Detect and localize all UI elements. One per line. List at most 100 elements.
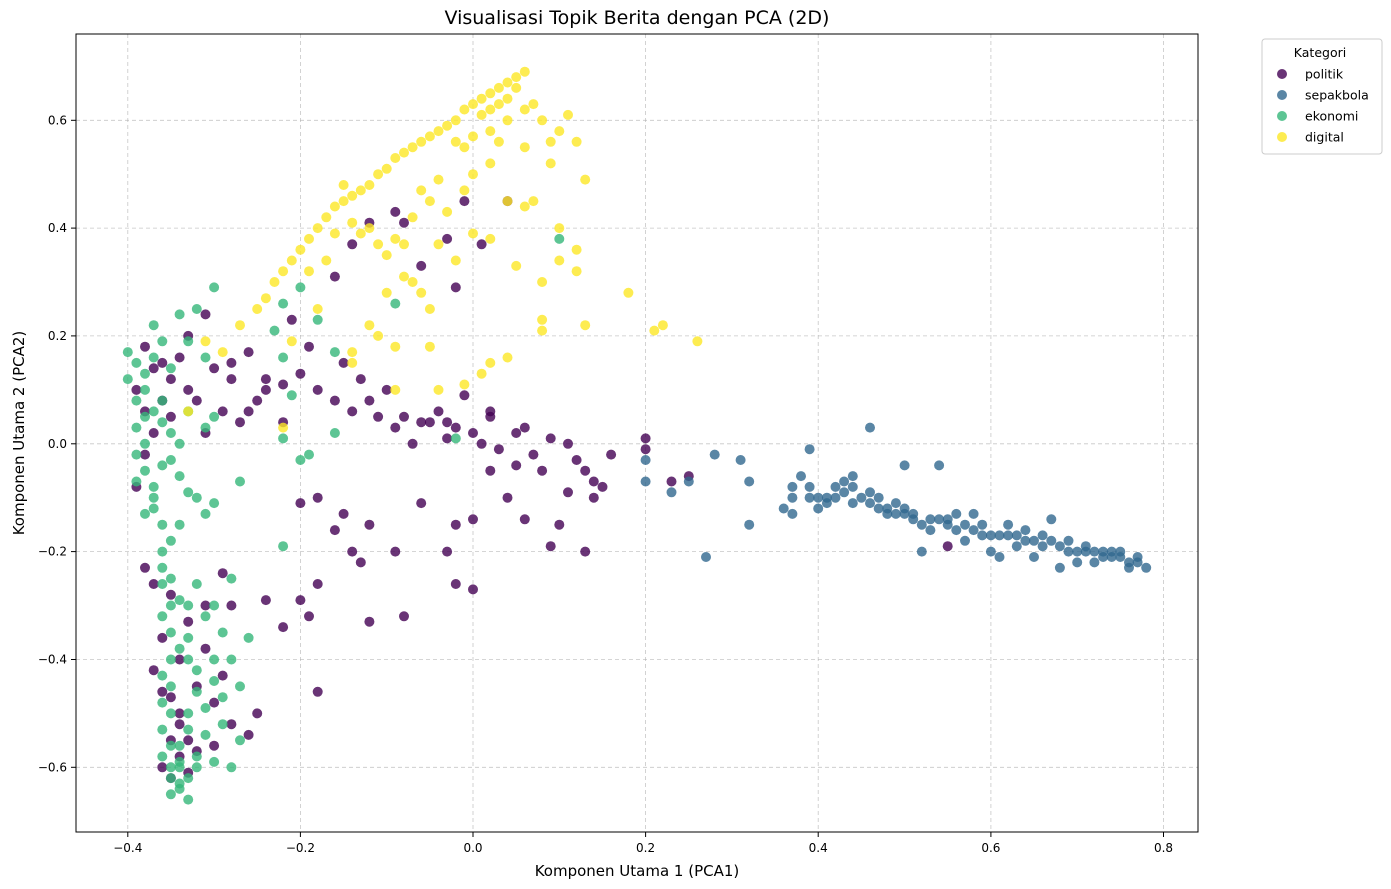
data-point-politik (381, 384, 392, 395)
data-point-sepakbola (977, 530, 988, 541)
data-point-digital (476, 93, 487, 104)
data-point-sepakbola (985, 546, 996, 557)
data-point-sepakbola (925, 525, 936, 536)
data-point-digital (347, 190, 358, 201)
legend-title: Kategori (1294, 45, 1346, 60)
data-point-sepakbola (1132, 552, 1143, 562)
data-point-sepakbola (1089, 546, 1100, 557)
data-point-politik (252, 395, 263, 406)
data-point-ekonomi (191, 665, 202, 676)
data-point-ekonomi (183, 487, 194, 498)
data-point-ekonomi (165, 363, 176, 374)
data-point-ekonomi (191, 751, 202, 762)
data-point-digital (364, 180, 375, 190)
data-point-ekonomi (157, 546, 168, 557)
data-point-sepakbola (683, 476, 694, 487)
data-point-politik (200, 643, 211, 654)
data-point-digital (252, 304, 263, 314)
data-point-digital (390, 233, 401, 244)
data-point-ekonomi (148, 503, 159, 514)
data-point-politik (424, 417, 435, 428)
legend-frame (1261, 38, 1383, 155)
data-point-sepakbola (890, 508, 901, 519)
data-point-ekonomi (165, 654, 176, 665)
data-point-ekonomi (157, 395, 168, 406)
data-point-politik (364, 519, 375, 530)
data-point-digital (580, 174, 591, 185)
data-point-digital (442, 206, 453, 217)
data-point-politik (390, 546, 401, 557)
data-point-digital (373, 169, 384, 180)
data-point-politik (364, 395, 375, 406)
data-point-sepakbola (1020, 525, 1031, 536)
data-point-ekonomi (191, 686, 202, 697)
data-point-politik (217, 670, 228, 681)
data-point-digital (381, 163, 392, 174)
data-point-sepakbola (821, 498, 832, 509)
data-point-politik (545, 433, 556, 444)
data-point-ekonomi (450, 433, 461, 444)
data-point-politik (476, 438, 487, 449)
data-point-politik (511, 428, 522, 438)
data-point-politik (450, 282, 461, 293)
data-point-digital (537, 115, 548, 126)
data-point-digital (493, 99, 504, 110)
data-point-politik (183, 616, 194, 627)
data-point-politik (554, 519, 565, 530)
y-tick-label: 0.4 (48, 221, 67, 235)
data-point-digital (493, 136, 504, 147)
data-point-sepakbola (1124, 562, 1134, 573)
data-point-politik (468, 428, 478, 438)
data-point-politik (165, 589, 176, 600)
data-point-sepakbola (830, 481, 841, 492)
data-point-politik (148, 579, 159, 589)
data-point-ekonomi (312, 314, 323, 325)
data-point-digital (235, 320, 245, 331)
data-point-ekonomi (200, 729, 211, 740)
data-point-sepakbola (934, 514, 945, 525)
data-point-sepakbola (925, 514, 936, 525)
data-point-politik (131, 384, 142, 395)
data-point-sepakbola (899, 460, 910, 471)
data-point-ekonomi (183, 724, 194, 735)
data-point-ekonomi (157, 697, 168, 708)
data-point-digital (304, 233, 314, 244)
data-point-ekonomi (200, 703, 211, 713)
data-point-sepakbola (1003, 519, 1014, 530)
data-point-politik (588, 492, 599, 503)
data-point-politik (191, 395, 202, 406)
data-point-sepakbola (899, 503, 910, 514)
data-point-digital (468, 131, 478, 142)
data-point-digital (390, 341, 401, 352)
series-digital (183, 66, 703, 433)
data-point-politik (312, 492, 323, 503)
data-point-digital (485, 88, 496, 99)
data-point-digital (485, 357, 496, 368)
data-point-politik (174, 719, 185, 730)
data-point-digital (545, 158, 556, 169)
data-point-politik (537, 465, 548, 476)
data-point-sepakbola (1089, 557, 1100, 568)
data-point-politik (165, 411, 176, 422)
data-point-politik (174, 654, 185, 665)
legend-marker-digital (1277, 132, 1287, 142)
y-tick-label: 0.2 (48, 329, 67, 343)
data-point-digital (485, 126, 496, 137)
data-point-politik (519, 422, 530, 433)
data-point-digital (373, 330, 384, 341)
data-point-politik (148, 428, 159, 438)
data-point-sepakbola (839, 487, 850, 498)
data-point-politik (588, 476, 599, 487)
data-point-digital (217, 347, 228, 358)
data-point-digital (364, 223, 375, 234)
data-point-ekonomi (174, 471, 185, 482)
data-point-sepakbola (1011, 530, 1022, 541)
data-point-sepakbola (977, 519, 988, 530)
data-point-politik (563, 438, 573, 449)
data-point-sepakbola (865, 498, 875, 509)
data-point-politik (459, 390, 470, 401)
data-point-politik (226, 374, 237, 385)
data-point-politik (209, 363, 220, 374)
data-point-ekonomi (148, 492, 159, 503)
data-point-sepakbola (1115, 546, 1126, 557)
